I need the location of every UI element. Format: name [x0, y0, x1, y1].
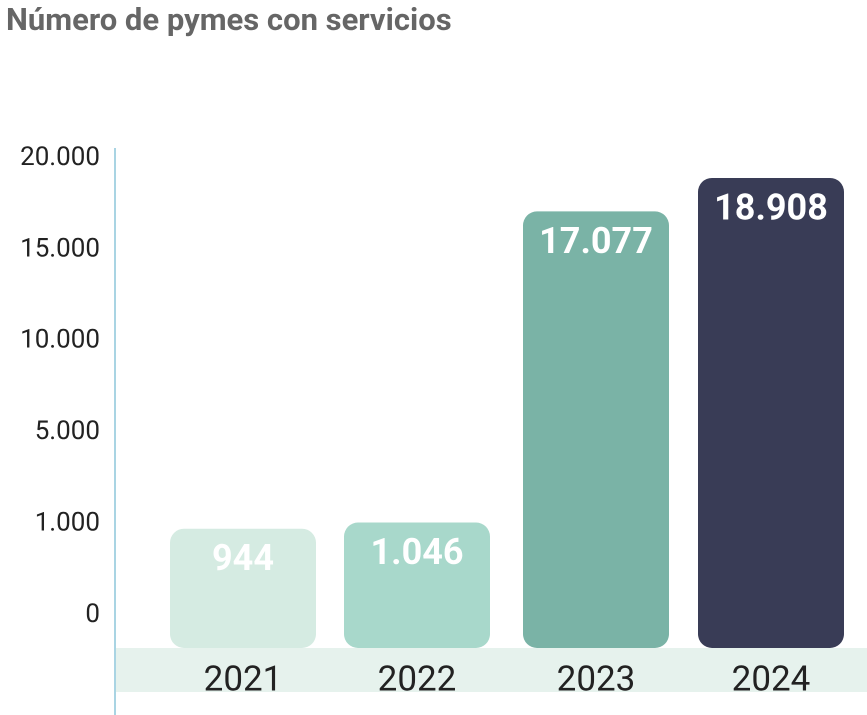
value-label: 944: [212, 537, 274, 579]
y-tick-label: 15.000: [20, 233, 100, 263]
bar: [170, 528, 316, 648]
chart-title: Número de pymes con servicios: [6, 1, 452, 38]
y-tick-label: 10.000: [20, 325, 100, 355]
value-label: 18.908: [714, 186, 828, 228]
y-tick-label: 20.000: [20, 142, 100, 172]
bar: [698, 177, 844, 648]
value-label: 17.077: [539, 220, 653, 262]
x-tick-label: 2021: [204, 658, 283, 699]
bar: [344, 522, 490, 648]
y-tick-label: 1.000: [35, 507, 100, 537]
value-label: 1.046: [370, 531, 463, 573]
y-tick-label: 0: [85, 599, 100, 629]
x-tick-label: 2022: [378, 658, 457, 699]
x-tick-label: 2024: [732, 658, 811, 699]
x-tick-label: 2023: [557, 658, 636, 699]
category-band: [115, 648, 867, 692]
y-tick-label: 5.000: [35, 416, 100, 446]
bar: [523, 211, 669, 648]
